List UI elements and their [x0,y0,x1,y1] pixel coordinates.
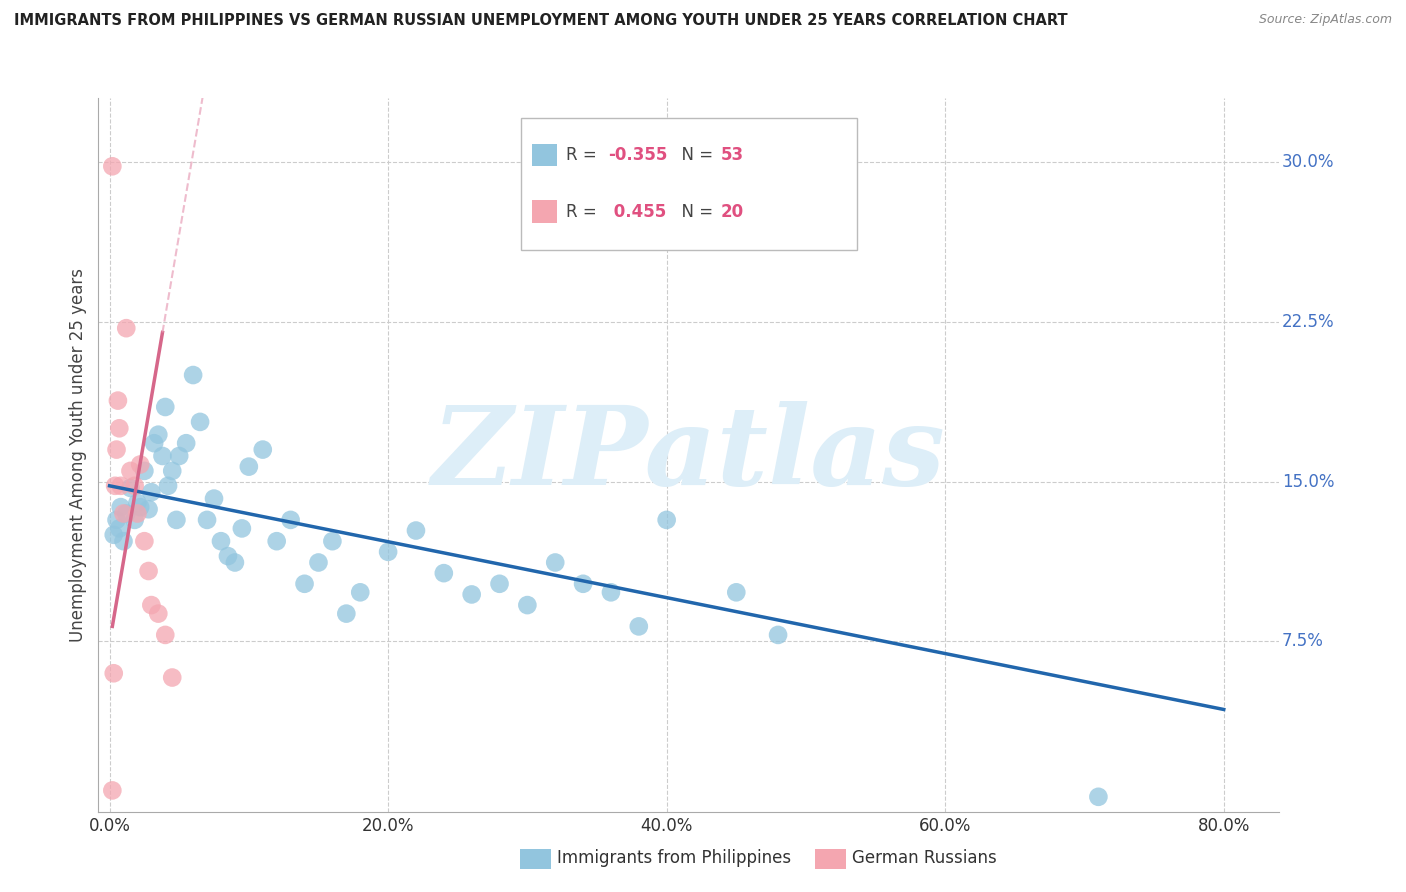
Text: 7.5%: 7.5% [1282,632,1323,650]
Text: German Russians: German Russians [852,849,997,867]
Point [266,534,288,549]
Point [115,507,138,521]
Point [157,479,180,493]
Point [155,400,177,414]
Text: 15.0%: 15.0% [1282,473,1334,491]
Point [143,436,166,450]
Point [124,479,146,493]
Point [460,587,482,601]
Point [134,534,156,549]
Point [280,513,302,527]
Point [600,585,623,599]
Point [127,507,149,521]
Point [252,442,274,457]
Point [141,485,163,500]
Point [572,576,595,591]
Point [134,464,156,478]
Text: N =: N = [671,203,718,221]
Point [167,449,190,463]
Text: 22.5%: 22.5% [1282,313,1334,331]
Point [103,666,125,681]
Point [766,628,789,642]
Point [124,513,146,527]
Point [165,513,187,527]
Point [488,576,510,591]
Point [195,513,218,527]
Point [120,481,142,495]
Point [627,619,650,633]
Point [148,427,170,442]
Text: 0.455: 0.455 [607,203,666,221]
Point [141,598,163,612]
Point [544,556,567,570]
Text: Source: ZipAtlas.com: Source: ZipAtlas.com [1258,13,1392,27]
Text: 20: 20 [720,203,744,221]
Point [1087,789,1109,804]
Text: R =: R = [565,146,602,164]
Point [127,496,149,510]
Point [725,585,748,599]
Point [148,607,170,621]
Text: 53: 53 [720,146,744,164]
Point [655,513,678,527]
Point [138,502,160,516]
Point [108,521,131,535]
Point [308,556,330,570]
Point [112,534,135,549]
Point [101,159,124,173]
Point [217,549,239,563]
Point [104,479,127,493]
Text: 30.0%: 30.0% [1282,153,1334,171]
Point [294,576,316,591]
Text: N =: N = [671,146,718,164]
Point [112,507,135,521]
Y-axis label: Unemployment Among Youth under 25 years: Unemployment Among Youth under 25 years [69,268,87,642]
Point [231,521,253,535]
Point [181,368,204,382]
Point [129,500,152,515]
Point [405,524,427,538]
Point [335,607,357,621]
Point [224,556,246,570]
Point [188,415,211,429]
Point [155,628,177,642]
Text: IMMIGRANTS FROM PHILIPPINES VS GERMAN RUSSIAN UNEMPLOYMENT AMONG YOUTH UNDER 25 : IMMIGRANTS FROM PHILIPPINES VS GERMAN RU… [14,13,1067,29]
Text: Immigrants from Philippines: Immigrants from Philippines [557,849,792,867]
Text: R =: R = [565,203,602,221]
Point [101,783,124,797]
Point [160,464,183,478]
Point [115,321,138,335]
Point [110,500,132,515]
Point [209,534,232,549]
Point [516,598,538,612]
Point [129,458,152,472]
Point [238,459,260,474]
Point [377,545,399,559]
Point [110,479,132,493]
Point [105,442,128,457]
Point [152,449,174,463]
Point [202,491,225,506]
Text: -0.355: -0.355 [607,146,668,164]
Point [103,528,125,542]
Point [107,393,129,408]
Point [105,513,128,527]
Point [160,671,183,685]
Point [108,421,131,435]
Point [174,436,197,450]
Text: ZIPatlas: ZIPatlas [432,401,946,508]
Point [349,585,371,599]
Point [433,566,456,581]
Point [120,464,142,478]
Point [321,534,343,549]
Point [138,564,160,578]
